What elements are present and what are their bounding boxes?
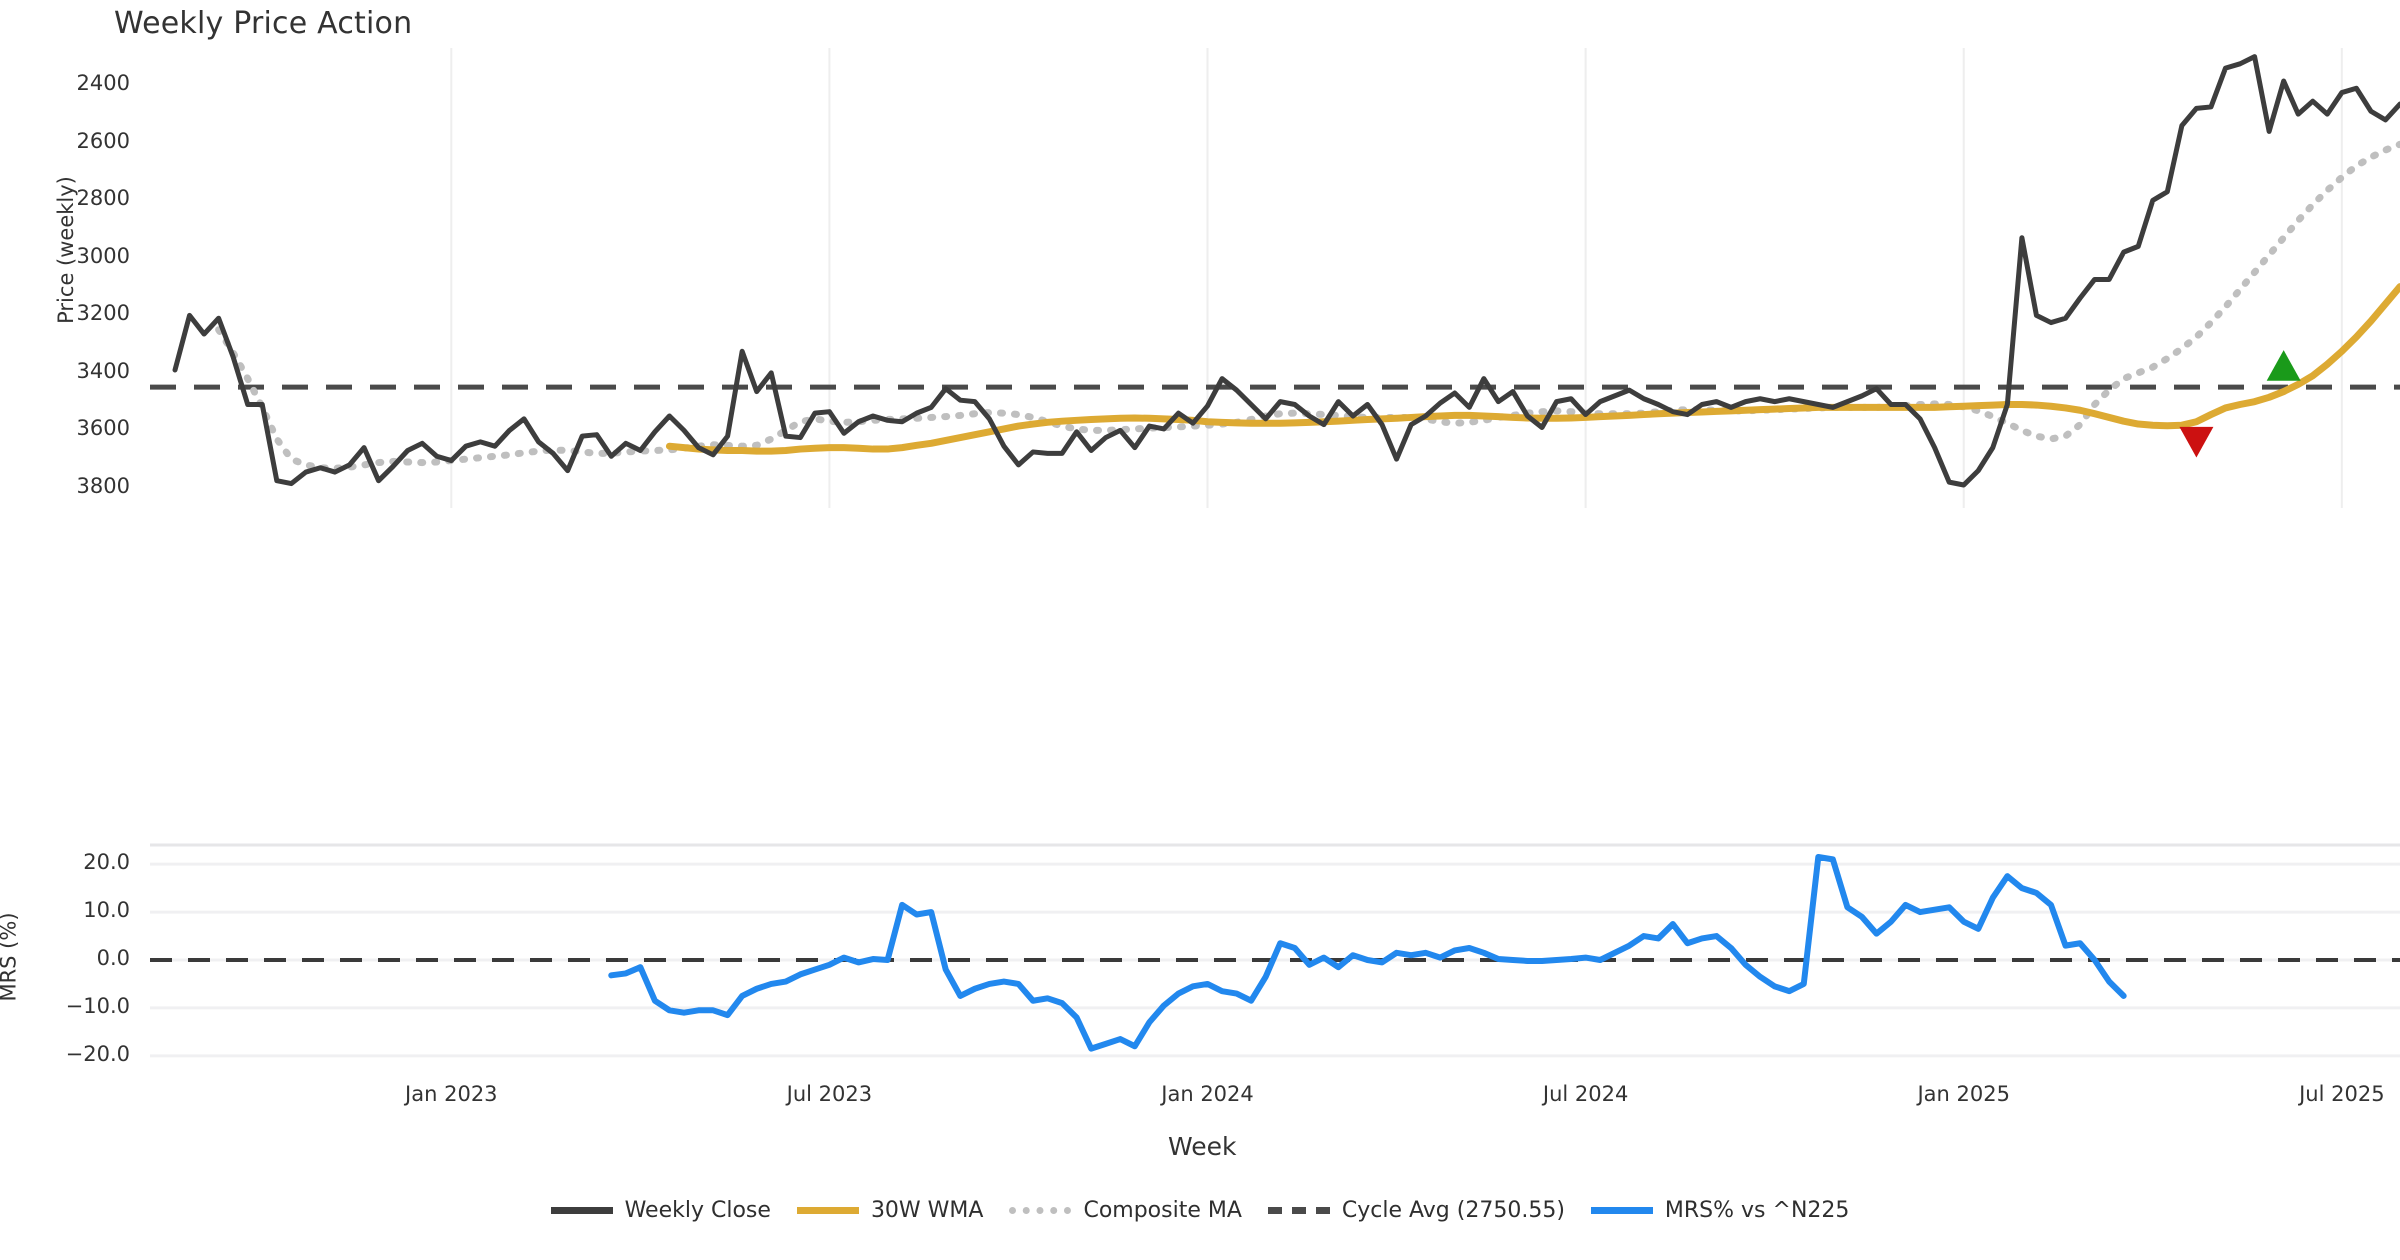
- x-tick-jan-2025: Jan 2025: [1917, 1082, 2010, 1106]
- price-y-tick-3000: 3000: [76, 243, 130, 268]
- x-tick-jul-2023: Jul 2023: [786, 1082, 873, 1106]
- price-y-tick-2600: 2600: [76, 128, 130, 153]
- mrs-line: [608, 853, 2127, 1052]
- legend-label: Composite MA: [1083, 1198, 1242, 1223]
- price-subplot: [150, 48, 2400, 508]
- x-axis-label: Week: [1168, 1132, 1237, 1161]
- legend-label: 30W WMA: [870, 1198, 984, 1223]
- legend-swatch-solid: [1590, 1207, 1653, 1214]
- price-y-tick-3600: 3600: [76, 416, 130, 441]
- page-title: Weekly Price Action: [114, 6, 413, 41]
- x-tick-jan-2024: Jan 2024: [1161, 1082, 1254, 1106]
- legend-item-3[interactable]: Cycle Avg (2750.55): [1267, 1198, 1565, 1223]
- price-y-tick-3400: 3400: [76, 358, 130, 383]
- legend-item-1[interactable]: 30W WMA: [796, 1198, 984, 1223]
- sell-marker: [2179, 426, 2214, 458]
- price-y-tick-2800: 2800: [76, 186, 130, 211]
- mrs-y-tick-0.0: 0.0: [96, 946, 130, 970]
- mrs-y-tick-20.0: 20.0: [83, 850, 130, 875]
- legend-label: Weekly Close: [624, 1198, 771, 1223]
- price-y-tick-2400: 2400: [76, 71, 130, 96]
- legend-swatch-dotted: [1009, 1207, 1072, 1214]
- legend-item-0[interactable]: Weekly Close: [550, 1198, 771, 1223]
- legend-swatch-dashed: [1267, 1207, 1330, 1214]
- price-y-tick-3800: 3800: [76, 473, 130, 498]
- buy-marker: [2266, 350, 2301, 381]
- x-tick-jul-2024: Jul 2024: [1542, 1082, 1629, 1106]
- price-y-tick-3200: 3200: [76, 301, 130, 326]
- mrs-subplot: [150, 843, 2400, 1075]
- wma-line: [665, 283, 2400, 455]
- weekly-close-line: [172, 54, 2400, 488]
- legend-swatch-solid: [550, 1207, 613, 1214]
- legend-label: Cycle Avg (2750.55): [1341, 1198, 1565, 1223]
- chart-legend: Weekly Close 30W WMA Composite MA Cycle Avg…: [0, 1198, 2400, 1223]
- legend-swatch-solid: [796, 1207, 859, 1214]
- mrs-y-tick-minus20.0: −20.0: [65, 1041, 130, 1066]
- x-tick-jan-2023: Jan 2023: [405, 1082, 498, 1106]
- legend-item-4[interactable]: MRS% vs ^N225: [1590, 1198, 1850, 1223]
- legend-item-2[interactable]: Composite MA: [1009, 1198, 1242, 1223]
- mrs-y-tick-minus10.0: −10.0: [65, 993, 130, 1018]
- legend-label: MRS% vs ^N225: [1664, 1198, 1850, 1223]
- price-plot-background: [150, 48, 2400, 508]
- x-tick-jul-2025: Jul 2025: [2299, 1082, 2385, 1106]
- mrs-y-tick-10.0: 10.0: [83, 898, 130, 923]
